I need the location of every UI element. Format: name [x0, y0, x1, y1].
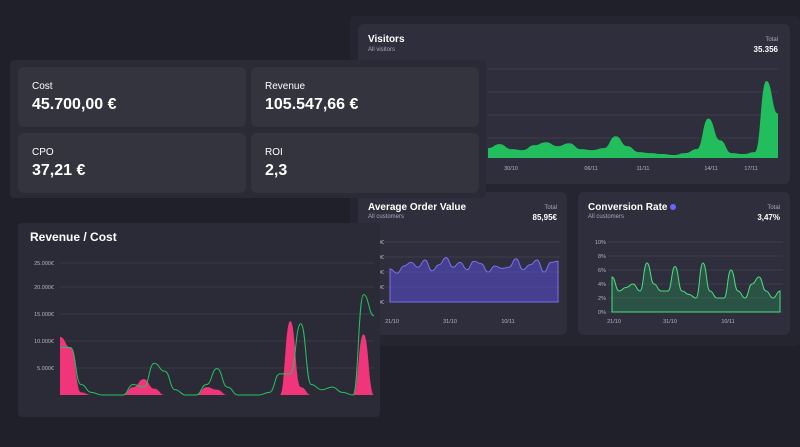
x-tick-label: 11/11: [637, 166, 650, 172]
y-tick-label: 0€: [378, 270, 384, 276]
x-tick-label: 31/10: [443, 319, 457, 325]
aov-subtitle: All customers: [368, 214, 405, 220]
conversion-total-label: Total: [767, 205, 780, 211]
y-tick-label: 4%: [598, 282, 606, 288]
x-tick-label: 21/10: [385, 319, 399, 325]
aov-title: Average Order Value: [368, 202, 467, 213]
conversion-title-text: Conversion Rate: [588, 202, 668, 213]
kpi-label: Cost: [32, 81, 53, 92]
kpi-card-revenue: Revenue 105.547,66 €: [251, 67, 479, 127]
visitors-chart: 30/10 06/11 11/11 14/11 17/11: [488, 68, 778, 172]
x-tick-label: 10/11: [721, 319, 734, 325]
x-tick-label: 06/11: [584, 166, 597, 172]
conversion-subtitle: All customers: [588, 214, 625, 220]
y-tick-label: 0€: [378, 285, 384, 291]
x-tick-label: 30/10: [504, 166, 518, 172]
visitors-subtitle: All visitors: [368, 47, 396, 53]
visitors-total-label: Total: [765, 37, 778, 43]
kpi-card-roi: ROI 2,3: [251, 133, 479, 193]
revenue-area: [60, 321, 374, 395]
aov-chart: 0€ 0€ 0€ 0€ 0€ 21/10 31/10 10/11: [378, 240, 560, 325]
y-tick-label: 20.000€: [34, 285, 54, 291]
kpi-value: 37,21 €: [32, 162, 86, 179]
aov-total-label: Total: [544, 205, 557, 211]
y-tick-label: 15.000€: [34, 312, 54, 318]
cost-line: [60, 294, 375, 396]
kpi-value: 45.700,00 €: [32, 96, 117, 113]
kpi-value: 2,3: [265, 162, 288, 179]
info-dot-icon[interactable]: [670, 204, 677, 211]
y-tick-label: 25.000€: [34, 261, 54, 267]
y-tick-label: 5.000€: [37, 366, 54, 372]
conversion-total-value: 3,47%: [757, 213, 780, 222]
y-tick-label: 10%: [595, 240, 606, 246]
aov-card: Average Order Value All customers Total …: [358, 192, 567, 335]
aov-area: [389, 257, 559, 303]
kpi-card-cpo: CPO 37,21 €: [18, 133, 246, 193]
kpi-label: CPO: [32, 147, 54, 158]
visitors-total-value: 35.356: [753, 45, 778, 54]
revenue-cost-panel: [18, 223, 380, 417]
y-tick-label: 8%: [598, 254, 606, 260]
kpi-card-cost: Cost 45.700,00 €: [18, 67, 246, 127]
y-tick-label: 10.000€: [34, 339, 54, 345]
y-tick-label: 2%: [598, 296, 606, 302]
revenue-cost-chart: 25.000€ 20.000€ 15.000€ 10.000€ 5.000€: [34, 261, 375, 396]
y-tick-label: 0€: [378, 255, 384, 261]
x-tick-label: 14/11: [704, 166, 717, 172]
x-tick-label: 17/11: [744, 166, 757, 172]
visitors-title: Visitors: [368, 34, 405, 45]
y-tick-label: 0€: [378, 300, 384, 306]
kpi-label: ROI: [265, 147, 283, 158]
x-tick-label: 31/10: [663, 319, 677, 325]
conversion-title: Conversion Rate: [588, 202, 677, 213]
kpi-label: Revenue: [265, 81, 306, 92]
conversion-chart: 10% 8% 6% 4% 2% 0% 21/10 31/10 10/11: [595, 240, 783, 325]
conversion-area: [611, 262, 781, 313]
aov-total-value: 85,95€: [532, 213, 557, 222]
y-tick-label: 0€: [378, 240, 384, 246]
conversion-card: Conversion Rate All customers Total 3,47…: [578, 192, 790, 335]
y-tick-label: 0%: [598, 310, 606, 316]
revenue-cost-title: Revenue / Cost: [30, 230, 117, 244]
x-tick-label: 10/11: [501, 319, 514, 325]
visitors-area: [488, 80, 778, 158]
x-tick-label: 21/10: [607, 319, 621, 325]
kpi-value: 105.547,66 €: [265, 96, 359, 113]
y-tick-label: 6%: [598, 268, 606, 274]
